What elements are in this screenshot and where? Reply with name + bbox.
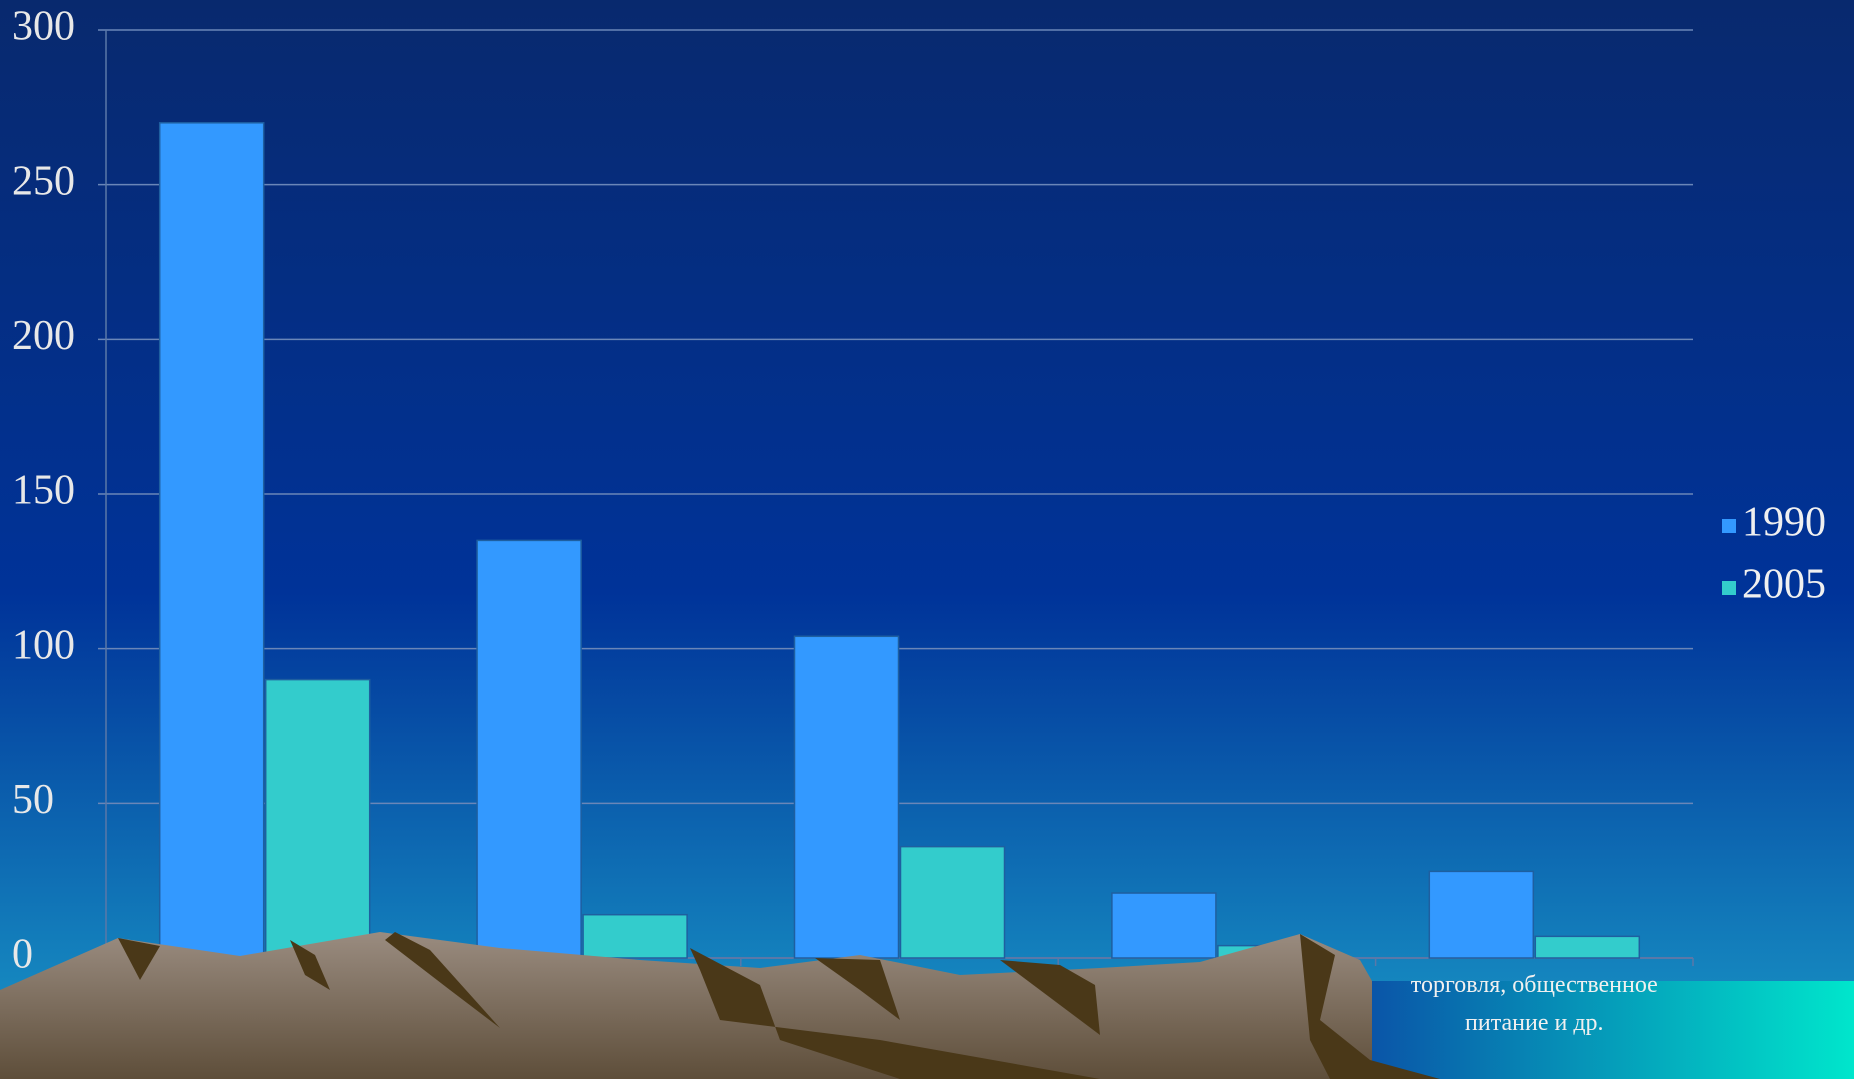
legend-label: 1990: [1742, 500, 1826, 546]
bar: [1534, 935, 1641, 959]
y-tick-label: 150: [12, 468, 75, 514]
bar: [582, 913, 688, 959]
bar: [264, 678, 371, 959]
y-tick-label: 100: [12, 622, 75, 668]
bar: [1111, 892, 1217, 959]
mountain-shadow: [118, 932, 1440, 1079]
legend-swatch: [1722, 519, 1736, 533]
legend-swatch: [1722, 581, 1736, 595]
teal-band: [1372, 981, 1854, 1079]
y-tick-label: 250: [12, 158, 75, 204]
y-tick-label: 300: [12, 4, 75, 50]
bar: [899, 845, 1006, 959]
bar: [158, 122, 265, 959]
x-tick-label-box: торговля, общественное питание и др.: [1410, 972, 1658, 1036]
y-tick-label: 50: [12, 777, 54, 823]
bar: [476, 539, 582, 959]
bar: [1428, 870, 1535, 959]
y-tick-label: 0: [12, 932, 33, 978]
bar: [793, 635, 900, 959]
x-tick-label: торговля, общественное питание и др.: [1410, 972, 1658, 1036]
y-tick-label: 200: [12, 313, 75, 359]
mountains: [0, 932, 1372, 1079]
legend-label: 2005: [1742, 562, 1826, 608]
